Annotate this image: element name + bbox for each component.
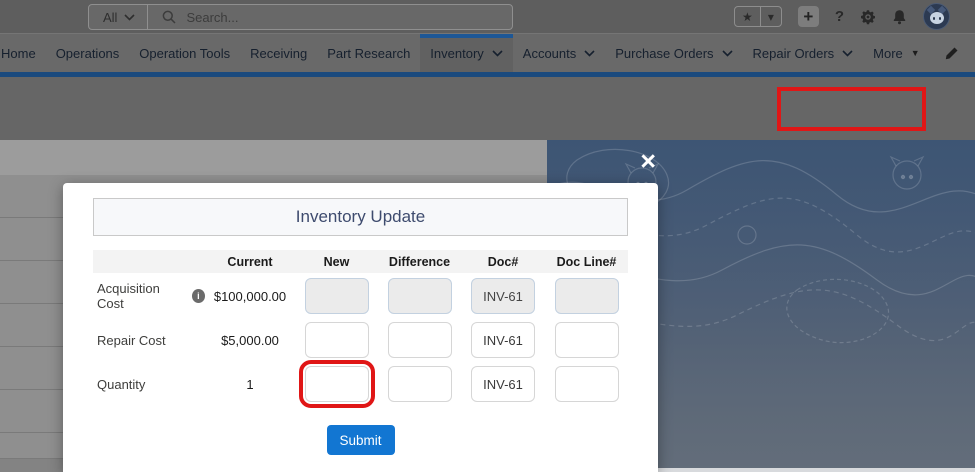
search-scope-label: All	[103, 9, 118, 25]
tab-operation-tools[interactable]: Operation Tools	[139, 45, 231, 61]
row-label: Acquisition Cost	[97, 281, 160, 311]
tab-operations[interactable]: Operations	[55, 45, 120, 61]
quantity-new-input[interactable]	[298, 360, 375, 408]
quantity-difference-input[interactable]	[387, 366, 452, 402]
repair-doc-input[interactable]	[471, 322, 535, 358]
gear-icon[interactable]	[860, 9, 876, 25]
chevron-down-icon[interactable]	[721, 49, 733, 57]
acquisition-doc-line-input	[554, 278, 619, 314]
favorites-button-group[interactable]: ★ ▾	[733, 6, 782, 27]
star-icon[interactable]: ★	[741, 9, 753, 24]
edit-nav-pencil-icon[interactable]	[944, 46, 959, 61]
tab-more[interactable]: More ▼	[873, 45, 920, 61]
quantity-doc-line-input[interactable]	[554, 366, 619, 402]
acquisition-doc-input	[471, 278, 535, 314]
table-header-row: Current New Difference Doc# Doc Line#	[93, 250, 628, 273]
row-label: Repair Cost	[97, 332, 166, 348]
inventory-update-table: Current New Difference Doc# Doc Line# Ac…	[93, 250, 628, 408]
bell-icon[interactable]	[892, 9, 907, 25]
quantity-doc-input[interactable]	[471, 366, 535, 402]
table-row-quantity: Quantity 1	[93, 360, 628, 408]
col-difference: Difference	[388, 254, 451, 269]
modal-title: Inventory Update	[93, 198, 628, 236]
chevron-down-icon[interactable]	[492, 49, 503, 57]
tab-part-research[interactable]: Part Research	[327, 45, 411, 61]
chevron-down-icon	[124, 13, 136, 21]
caret-down-icon: ▼	[910, 48, 920, 58]
acquisition-difference-input	[387, 278, 452, 314]
highlights-panel-dimmed	[0, 140, 547, 175]
tab-inventory[interactable]: Inventory	[420, 34, 513, 72]
submit-button[interactable]: Submit	[326, 425, 395, 455]
table-row-repair-cost: Repair Cost $5,000.00	[93, 319, 628, 361]
chevron-down-icon[interactable]	[842, 49, 853, 57]
tab-receiving[interactable]: Receiving	[250, 45, 308, 61]
tab-home[interactable]: Home	[1, 45, 36, 61]
global-search[interactable]: All Search...	[88, 4, 513, 30]
row-label: Quantity	[97, 376, 146, 392]
quantity-current-value: 1	[246, 376, 254, 392]
col-doc-line: Doc Line#	[556, 254, 617, 269]
favorites-dropdown-icon[interactable]: ▾	[759, 7, 781, 26]
acquisition-current-value: $100,000.00	[213, 288, 287, 304]
help-icon[interactable]: ?	[834, 8, 844, 25]
user-avatar[interactable]	[923, 3, 950, 30]
global-header: All Search... ★ ▾ + ?	[0, 0, 975, 33]
search-icon	[163, 10, 176, 24]
close-icon[interactable]: ×	[640, 146, 656, 176]
nav-bar: Home Operations Operation Tools Receivin…	[0, 33, 975, 72]
table-row-acquisition-cost: Acquisition Cost i $100,000.00	[93, 275, 628, 317]
inventory-update-modal: × Inventory Update Current New Differenc…	[63, 146, 658, 472]
repair-difference-input[interactable]	[387, 322, 452, 358]
tab-purchase-orders[interactable]: Purchase Orders	[605, 34, 742, 72]
search-placeholder: Search...	[186, 9, 239, 25]
info-icon[interactable]: i	[191, 289, 205, 303]
tab-repair-orders[interactable]: Repair Orders	[743, 34, 864, 72]
col-new: New	[323, 254, 350, 269]
repair-doc-line-input[interactable]	[554, 322, 619, 358]
chevron-down-icon[interactable]	[584, 49, 595, 57]
col-doc: Doc#	[487, 254, 519, 269]
search-scope-dropdown[interactable]: All	[89, 5, 149, 29]
acquisition-new-input	[304, 278, 369, 314]
col-current: Current	[227, 254, 273, 269]
annotation-highlight-inventory-update-button	[777, 87, 926, 131]
repair-new-input[interactable]	[304, 322, 369, 358]
nav-brand-underline	[0, 72, 975, 77]
tab-accounts[interactable]: Accounts	[513, 34, 605, 72]
global-add-icon[interactable]: +	[797, 6, 819, 27]
repair-current-value: $5,000.00	[221, 332, 279, 348]
